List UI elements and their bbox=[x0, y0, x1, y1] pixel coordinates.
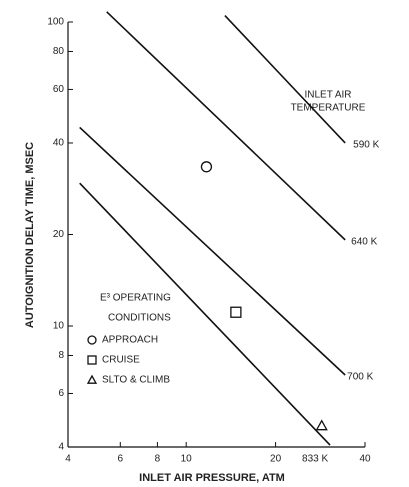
x-tick-label: 20 bbox=[270, 454, 282, 465]
x-tick-label: 6 bbox=[118, 454, 124, 465]
legend-label: APPROACH bbox=[102, 335, 158, 346]
legend-title: CONDITIONS bbox=[108, 313, 171, 324]
line bbox=[224, 15, 346, 144]
x-tick-label: 4 bbox=[65, 454, 71, 465]
x-axis-label: INLET AIR PRESSURE, ATM bbox=[139, 472, 285, 484]
x-tick-label: 10 bbox=[181, 454, 193, 465]
marker bbox=[315, 419, 328, 431]
legend-label: CRUISE bbox=[102, 355, 140, 366]
y-tick-label: 4 bbox=[58, 442, 64, 453]
y-tick-label: 60 bbox=[53, 84, 65, 95]
y-tick-label: 40 bbox=[53, 138, 65, 149]
x-tick-label: 8 bbox=[155, 454, 161, 465]
line-label: 640 K bbox=[351, 237, 377, 248]
y-tick-label: 80 bbox=[53, 46, 65, 57]
line-label: 833 K bbox=[302, 454, 328, 465]
line bbox=[106, 11, 346, 241]
legend-marker bbox=[87, 335, 97, 345]
y-tick-label: 6 bbox=[58, 388, 64, 399]
annotation: INLET AIR bbox=[304, 90, 351, 101]
line bbox=[79, 182, 331, 446]
line bbox=[79, 126, 346, 376]
y-tick-label: 20 bbox=[53, 229, 65, 240]
legend-title: E³ OPERATING bbox=[100, 293, 171, 304]
line-label: 590 K bbox=[353, 140, 379, 151]
y-tick-label: 8 bbox=[58, 350, 64, 361]
y-tick-label: 10 bbox=[53, 321, 65, 332]
y-axis-label: AUTOIGNITION DELAY TIME, MSEC bbox=[24, 142, 36, 328]
legend-marker bbox=[87, 355, 97, 365]
x-tick-label: 40 bbox=[359, 454, 371, 465]
annotation: TEMPERATURE bbox=[291, 103, 366, 114]
y-tick-label: 100 bbox=[47, 17, 64, 28]
marker bbox=[200, 161, 213, 173]
line-label: 700 K bbox=[347, 372, 373, 383]
legend-marker bbox=[86, 374, 98, 384]
marker bbox=[230, 306, 242, 318]
legend-label: SLTO & CLIMB bbox=[102, 375, 170, 386]
